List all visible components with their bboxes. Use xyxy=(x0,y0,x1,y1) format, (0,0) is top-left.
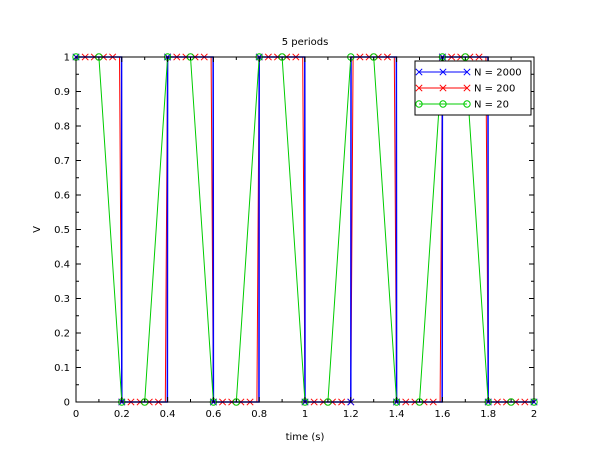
series-marker xyxy=(415,100,423,108)
series-marker xyxy=(439,68,447,76)
legend-item: N = 200 xyxy=(415,84,515,95)
y-tick-label: 0.8 xyxy=(54,122,70,133)
series-marker xyxy=(415,68,423,76)
y-tick-label: 0.5 xyxy=(54,225,70,236)
y-tick-label: 0.3 xyxy=(54,294,70,305)
ticks-layer: 0 0.2 0.4 0.6 0.8 1 1.2 1.4 1.6 1.8 2 0 0.1 0.2 0.3 0.4… xyxy=(54,53,537,421)
x-tick-label: 0.4 xyxy=(160,409,176,420)
y-axis-label: V xyxy=(32,226,43,233)
y-tick-label: 0.9 xyxy=(54,87,70,98)
series-marker xyxy=(439,100,447,108)
x-tick-label: 1.6 xyxy=(434,409,450,420)
y-tick-label: 0.2 xyxy=(54,329,70,340)
y-tick-label: 0 xyxy=(64,398,70,409)
series-marker xyxy=(463,84,471,92)
y-tick-label: 0.4 xyxy=(54,260,70,271)
series-marker xyxy=(463,68,471,76)
legend-label: N = 2000 xyxy=(474,68,522,79)
x-axis-label: time (s) xyxy=(286,432,325,443)
legend-label: N = 200 xyxy=(474,84,515,95)
x-tick-label: 2 xyxy=(531,409,537,420)
y-tick-label: 0.1 xyxy=(54,363,70,374)
chart-title: 5 periods xyxy=(282,37,329,48)
x-tick-label: 0 xyxy=(73,409,79,420)
series-marker xyxy=(415,84,423,92)
legend-item: N = 20 xyxy=(415,100,509,111)
y-tick-label: 0.7 xyxy=(54,156,70,167)
x-tick-label: 0.2 xyxy=(114,409,130,420)
series-marker xyxy=(439,84,447,92)
x-tick-label: 1.8 xyxy=(480,409,496,420)
legend-item: N = 2000 xyxy=(415,68,522,79)
x-tick-label: 1.2 xyxy=(343,409,359,420)
y-tick-label: 0.6 xyxy=(54,191,70,202)
legend: N = 2000 N = 200 N = 20 xyxy=(414,60,532,116)
x-tick-label: 0.6 xyxy=(205,409,221,420)
y-tick-label: 1 xyxy=(64,53,70,64)
series-marker xyxy=(463,100,471,108)
x-tick-label: 0.8 xyxy=(251,409,267,420)
x-tick-label: 1 xyxy=(302,409,308,420)
x-tick-label: 1.4 xyxy=(389,409,405,420)
legend-label: N = 20 xyxy=(474,100,509,111)
legend-box xyxy=(414,60,532,116)
